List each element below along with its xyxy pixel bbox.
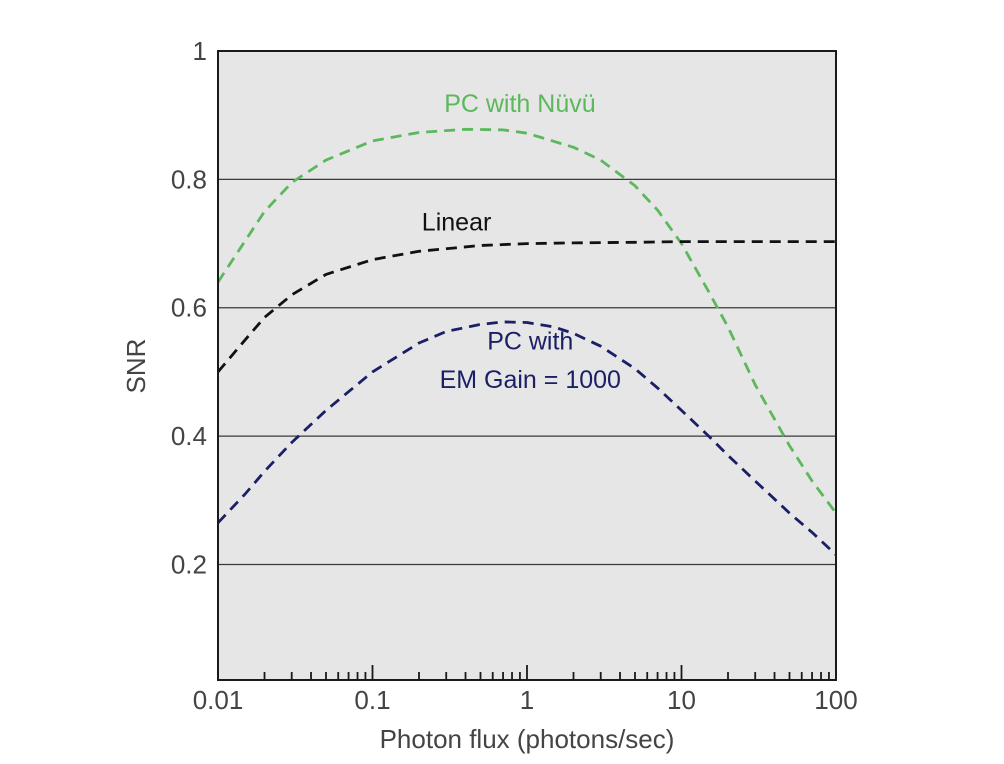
x-tick-label: 100 [814, 685, 857, 715]
series-annotation: Linear [422, 209, 492, 237]
gridlines [218, 50, 836, 566]
x-tick-label: 0.1 [354, 685, 390, 715]
series-annotation: PC with Nüvü [444, 90, 595, 118]
y-tick-label: 1 [193, 36, 207, 66]
x-tick-label: 1 [520, 685, 534, 715]
series-line-2 [216, 320, 837, 556]
y-tick-label: 0.6 [171, 293, 207, 323]
y-tick-label: 0.4 [171, 421, 207, 451]
annotations: PC with Nüvü Linear PC with EM Gain = 1000 [422, 90, 621, 394]
y-tick-label: 0.8 [171, 164, 207, 194]
series-layer [216, 127, 838, 556]
x-tick-label: 10 [667, 685, 696, 715]
tick-labels: 0.01 0.1 1 10 100 0.2 0.4 0.6 0.8 1 [171, 36, 858, 715]
ticks [217, 665, 837, 680]
x-tick-label: 0.01 [193, 685, 244, 715]
plot-area [218, 51, 836, 680]
series-annotation: EM Gain = 1000 [440, 366, 621, 394]
series-line-0 [216, 127, 838, 514]
y-tick-label: 0.2 [171, 549, 207, 579]
y-axis-title: SNR [121, 339, 151, 394]
series-annotation: PC with [487, 327, 573, 355]
x-axis-title: Photon flux (photons/sec) [380, 724, 675, 754]
